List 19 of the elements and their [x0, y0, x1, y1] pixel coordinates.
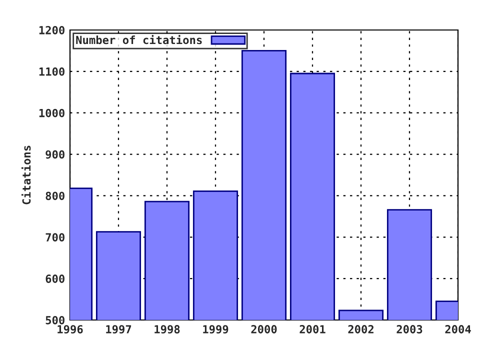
y-tick-label: 1000 [39, 108, 64, 118]
y-tick-label: 700 [46, 233, 64, 242]
y-tick-label: 900 [46, 150, 64, 159]
y-tick-label: 1200 [39, 26, 64, 34]
x-tick-label: 2000 [251, 325, 277, 334]
x-tick-label: 2001 [300, 325, 326, 334]
y-tick-label: 800 [46, 192, 64, 200]
y-tick-label: 500 [46, 316, 64, 324]
y-tick-label: 1100 [39, 67, 64, 76]
x-tick-label: 1998 [154, 325, 180, 334]
x-tick-label: 2004 [445, 325, 471, 334]
x-tick-label: 1997 [106, 325, 132, 334]
legend-label: Number of citations [76, 34, 202, 44]
y-tick-label: 600 [46, 274, 64, 283]
x-tick-label: 1999 [203, 325, 228, 334]
y-axis-title: Citations [21, 146, 31, 204]
x-tick-label: 2002 [348, 325, 374, 334]
x-tick-label: 2003 [396, 325, 422, 334]
x-tick-label: 1996 [58, 325, 83, 334]
